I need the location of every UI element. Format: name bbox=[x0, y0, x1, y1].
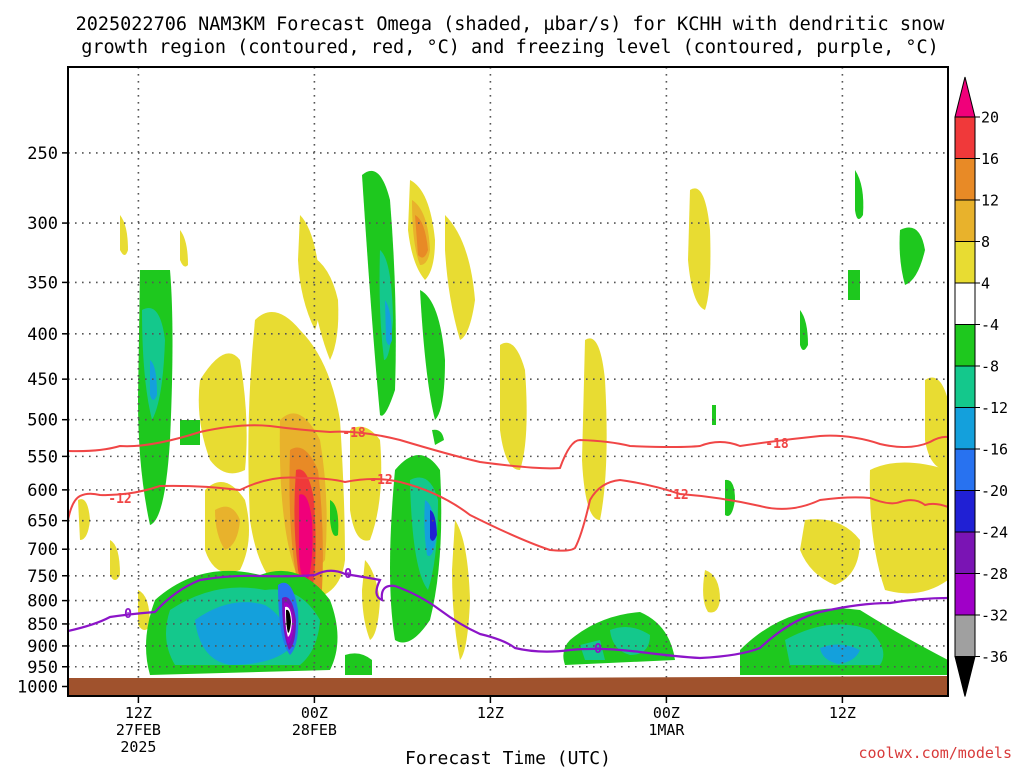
chart-title-line-2: growth region (contoured, red, °C) and f… bbox=[81, 37, 939, 58]
colorbar: 20 16 12 8 4 -4 -8 -12 -16 -20 -24 -28 -32 -36 bbox=[954, 76, 1008, 697]
contour-label-zero-c: 0 bbox=[594, 642, 602, 657]
y-tick-label: 750 bbox=[27, 567, 58, 587]
colorbar-swatch bbox=[954, 614, 976, 657]
colorbar-label: -36 bbox=[981, 648, 1008, 666]
colorbar-swatch bbox=[954, 531, 976, 574]
colorbar-label: -4 bbox=[981, 316, 999, 334]
colorbar-label: -32 bbox=[981, 607, 1008, 625]
y-tick-label: 350 bbox=[27, 273, 58, 293]
x-tick-label: 12Z bbox=[125, 704, 152, 722]
y-tick-label: 600 bbox=[27, 481, 58, 501]
colorbar-swatch bbox=[954, 199, 976, 242]
colorbar-label: 16 bbox=[981, 150, 999, 168]
contour-zero-freezing-level bbox=[68, 569, 948, 660]
contour-minus-12 bbox=[68, 476, 948, 552]
y-tick-label: 500 bbox=[27, 411, 58, 431]
colorbar-swatch bbox=[954, 324, 976, 367]
colorbar-swatch bbox=[954, 282, 976, 325]
x-tick-label: 2025 bbox=[120, 738, 156, 756]
colorbar-swatch bbox=[954, 573, 976, 616]
y-tick-label: 900 bbox=[27, 637, 58, 657]
colorbar-swatch bbox=[954, 116, 976, 159]
colorbar-label: 12 bbox=[981, 192, 999, 210]
watermark-text: coolwx.com/models bbox=[858, 744, 1012, 762]
y-tick-label: 250 bbox=[27, 144, 58, 164]
chart-title-line-1: 2025022706 NAM3KM Forecast Omega (shaded… bbox=[76, 14, 946, 35]
contour-label-minus-12-b: -12 bbox=[369, 473, 392, 488]
terrain-strip-top bbox=[69, 676, 948, 682]
colorbar-label: -20 bbox=[981, 482, 1008, 500]
y-tick-label: 650 bbox=[27, 512, 58, 532]
colorbar-label: 20 bbox=[981, 109, 999, 127]
y-axis: 2503003504004505005506006507007508008509… bbox=[17, 144, 68, 697]
y-tick-label: 1000 bbox=[17, 677, 58, 697]
colorbar-swatch bbox=[954, 490, 976, 533]
contours bbox=[68, 424, 948, 660]
colorbar-label: 8 bbox=[981, 233, 990, 251]
colorbar-label: -12 bbox=[981, 399, 1008, 417]
y-tick-label: 450 bbox=[27, 370, 58, 390]
colorbar-swatch bbox=[954, 407, 976, 450]
x-tick-label: 12Z bbox=[829, 704, 856, 722]
x-tick-label: 00Z bbox=[653, 704, 680, 722]
y-tick-label: 850 bbox=[27, 615, 58, 635]
colorbar-label: -24 bbox=[981, 524, 1008, 542]
y-tick-label: 800 bbox=[27, 592, 58, 612]
contour-labels: -18 -18 -12 -12 -12 0 0 0 bbox=[108, 426, 789, 657]
y-tick-label: 550 bbox=[27, 447, 58, 467]
colorbar-label: -8 bbox=[981, 358, 999, 376]
contour-label-minus-18-a: -18 bbox=[342, 426, 366, 441]
terrain-strip bbox=[69, 678, 948, 695]
plot-frame bbox=[67, 66, 949, 697]
contour-label-minus-12-c: -12 bbox=[665, 488, 688, 503]
y-tick-label: 400 bbox=[27, 325, 58, 345]
contour-label-zero-a: 0 bbox=[124, 607, 132, 622]
x-tick-label: 00Z bbox=[301, 704, 328, 722]
contour-label-minus-12-a: -12 bbox=[108, 492, 131, 507]
colorbar-swatch bbox=[954, 158, 976, 201]
contour-label-minus-18-b: -18 bbox=[765, 437, 789, 452]
colorbar-bottom-arrow bbox=[954, 656, 976, 697]
x-axis-label: Forecast Time (UTC) bbox=[405, 748, 611, 768]
colorbar-swatch bbox=[954, 448, 976, 491]
colorbar-label: -16 bbox=[981, 441, 1008, 459]
y-tick-label: 300 bbox=[27, 214, 58, 234]
colorbar-swatch bbox=[954, 365, 976, 408]
x-tick-label: 1MAR bbox=[648, 721, 685, 739]
colorbar-top-arrow bbox=[954, 76, 976, 118]
x-tick-label: 28FEB bbox=[292, 721, 337, 739]
y-tick-label: 700 bbox=[27, 540, 58, 560]
colorbar-swatch bbox=[954, 241, 976, 284]
colorbar-label: -28 bbox=[981, 565, 1008, 583]
omega-shading bbox=[78, 170, 948, 675]
x-tick-label: 12Z bbox=[477, 704, 504, 722]
contour-minus-18 bbox=[68, 424, 948, 470]
contour-label-zero-b: 0 bbox=[344, 567, 352, 582]
y-tick-label: 950 bbox=[27, 658, 58, 678]
x-tick-label: 27FEB bbox=[116, 721, 161, 739]
colorbar-label: 4 bbox=[981, 275, 990, 293]
